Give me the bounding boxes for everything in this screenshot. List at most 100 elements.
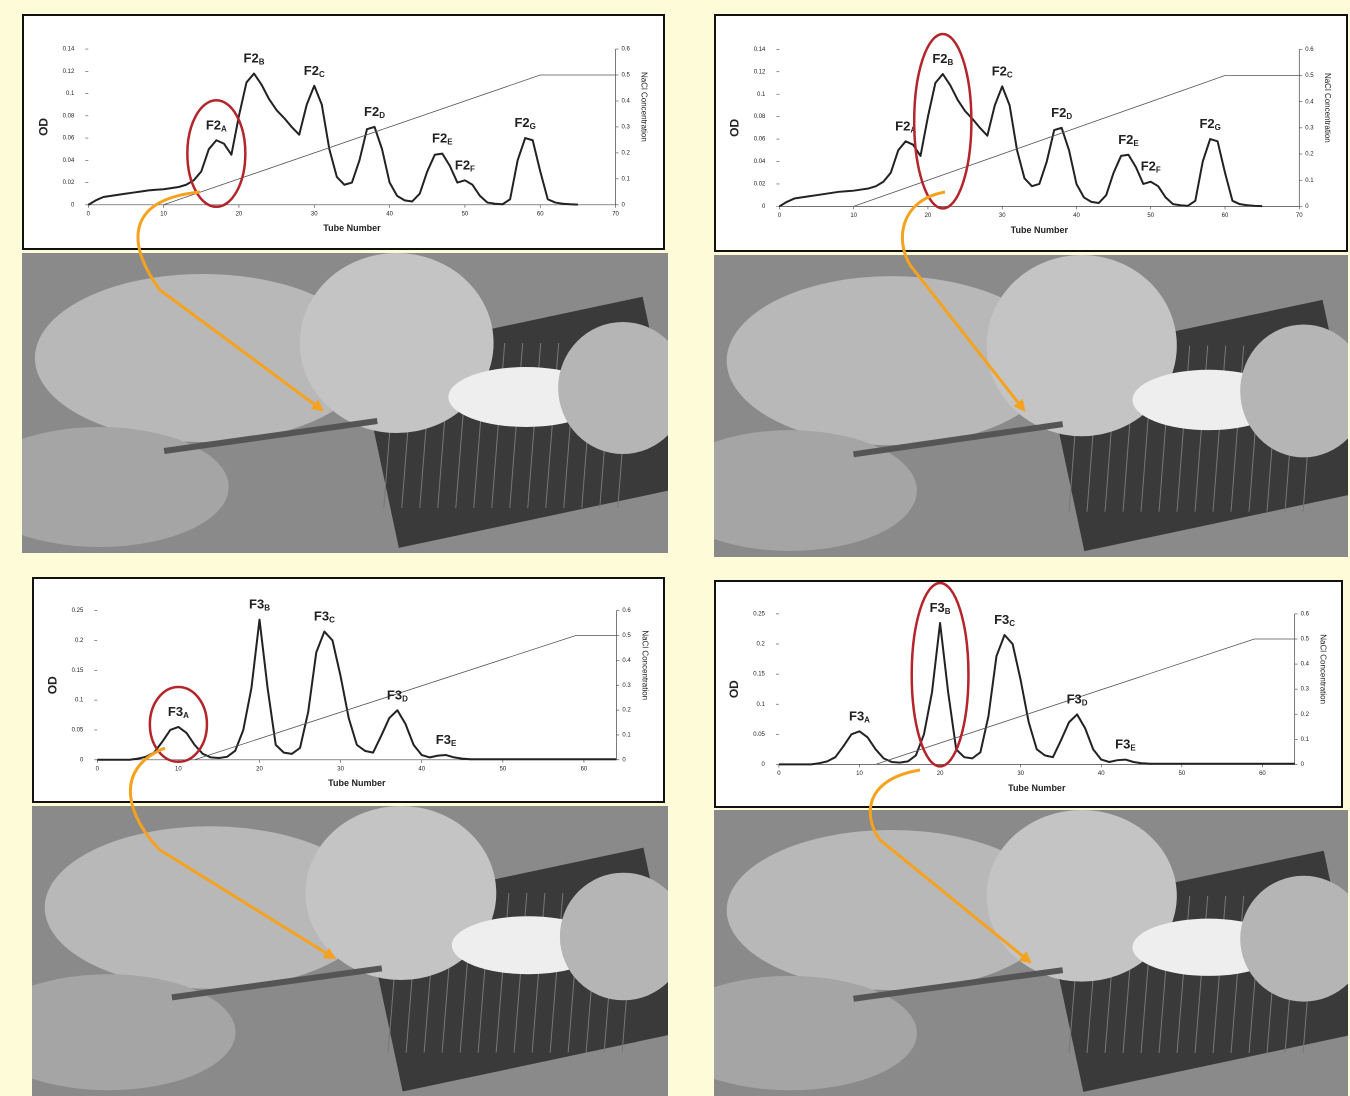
peak-label-main: F2 [364, 104, 379, 119]
page: {"chart_data": [ {"type": "line", "ylabe… [0, 0, 1350, 1096]
y2-tick-label: 0.4 [1301, 662, 1310, 668]
y-tick-label: 0.2 [757, 642, 766, 648]
photo [714, 810, 1348, 1096]
photo [32, 806, 668, 1096]
peak-label-main: F2 [432, 131, 447, 146]
y2-tick-label: 0.3 [622, 124, 631, 130]
peak-label: F2E [432, 131, 453, 147]
peak-label-sub: C [329, 616, 335, 625]
peak-label-sub: E [451, 739, 457, 748]
x-tick-label: 60 [537, 211, 544, 217]
y2-tick-label: 0.1 [622, 733, 631, 739]
peak-label: F2D [364, 104, 385, 120]
x-axis-label: Tube Number [1011, 225, 1069, 235]
y2-tick-label: 0.5 [622, 73, 631, 79]
peak-label-main: F3 [387, 688, 402, 703]
x-tick-label: 40 [418, 766, 425, 772]
y2-tick-label: 0.4 [622, 99, 631, 105]
x-tick-label: 50 [499, 766, 506, 772]
peak-label-sub: B [945, 607, 951, 616]
peak-label-sub: D [379, 111, 385, 120]
peak-label-sub: A [221, 124, 227, 133]
peak-label-sub: B [264, 604, 270, 613]
x-tick-label: 30 [999, 213, 1006, 219]
photo [714, 255, 1348, 557]
peak-label-sub: G [530, 122, 536, 131]
peak-label-main: F2 [1199, 117, 1214, 132]
x-tick-label: 0 [778, 213, 782, 219]
peak-label-sub: B [259, 58, 265, 67]
peak-label-main: F2 [244, 51, 259, 66]
peak-label: F2C [304, 63, 325, 79]
y2-tick-label: 0.6 [622, 608, 631, 614]
peak-label-main: F3 [1115, 737, 1130, 752]
y-tick-label: 0.25 [72, 608, 84, 614]
y2-tick-label: 0.1 [1305, 178, 1314, 184]
peak-label: F2C [992, 64, 1013, 80]
y2-tick-label: 0.1 [1301, 737, 1310, 743]
y-tick-label: 0.1 [75, 698, 84, 704]
peak-label-sub: C [1009, 619, 1015, 628]
y-tick-label: 0.1 [757, 92, 766, 98]
peak-label-sub: G [1215, 123, 1221, 132]
y2-tick-label: 0.2 [622, 150, 631, 156]
y-tick-label: 0.05 [72, 728, 84, 734]
y-tick-label: 0.12 [63, 69, 75, 75]
peak-label: F2E [1118, 132, 1139, 148]
y2-axis-label: NaCl Concentration [639, 72, 648, 142]
x-tick-label: 10 [850, 213, 857, 219]
peak-label-sub: C [1007, 70, 1013, 79]
y2-axis-label: NaCl Concentration [640, 630, 649, 700]
peak-label-main: F3 [1067, 692, 1082, 707]
peak-label-main: F3 [249, 597, 264, 612]
y2-tick-label: 0.3 [1305, 125, 1314, 131]
peak-label: F2G [514, 115, 535, 131]
peak-label-main: F3 [168, 704, 183, 719]
peak-label-main: F2 [895, 119, 910, 134]
y-tick-label: 0.15 [753, 672, 765, 678]
x-tick-label: 30 [311, 211, 318, 217]
peak-label-main: F2 [455, 158, 470, 173]
gradient-line [854, 76, 1300, 207]
peak-label: F3D [1067, 692, 1088, 708]
y-tick-label: 0.14 [754, 47, 766, 53]
peak-label-main: F2 [304, 63, 319, 78]
peak-label-main: F3 [314, 609, 329, 624]
y2-axis-label: NaCl Concentration [1319, 634, 1328, 704]
peak-label: F2F [455, 158, 475, 174]
peak-label: F3B [930, 600, 951, 616]
x-tick-label: 0 [87, 211, 91, 217]
od-line [779, 74, 1262, 206]
y-axis-label: OD [727, 680, 741, 698]
y2-tick-label: 0 [622, 757, 626, 763]
y-tick-label: 0.08 [63, 113, 75, 119]
x-tick-label: 20 [256, 766, 263, 772]
y2-tick-label: 0.6 [622, 47, 631, 53]
peak-label-sub: D [1066, 112, 1072, 121]
peak-label: F3E [436, 732, 457, 748]
y-axis-label: OD [728, 119, 742, 137]
peak-label-sub: E [1130, 744, 1136, 753]
x-tick-label: 40 [1073, 213, 1080, 219]
gradient-line [164, 75, 616, 205]
peak-label: F3E [1115, 737, 1136, 753]
od-line [97, 620, 616, 760]
x-tick-label: 60 [1222, 213, 1229, 219]
x-tick-label: 0 [777, 771, 781, 777]
y-tick-label: 0.25 [753, 611, 765, 617]
peak-label: F2B [932, 51, 953, 67]
y2-tick-label: 0.6 [1305, 47, 1314, 53]
y-tick-label: 0.2 [75, 638, 84, 644]
peak-label: F2F [1141, 159, 1161, 175]
peak-label: F3A [168, 704, 189, 720]
y-tick-label: 0 [762, 204, 766, 210]
y-tick-label: 0.05 [753, 732, 765, 738]
peak-label-main: F2 [1118, 132, 1133, 147]
y-tick-label: 0 [71, 202, 75, 208]
x-tick-label: 60 [1259, 771, 1266, 777]
y2-tick-label: 0 [622, 202, 626, 208]
y-axis-label: OD [45, 676, 59, 694]
peak-label-sub: B [947, 58, 953, 67]
peak-label: F2G [1199, 117, 1220, 133]
y-tick-label: 0 [80, 757, 84, 763]
